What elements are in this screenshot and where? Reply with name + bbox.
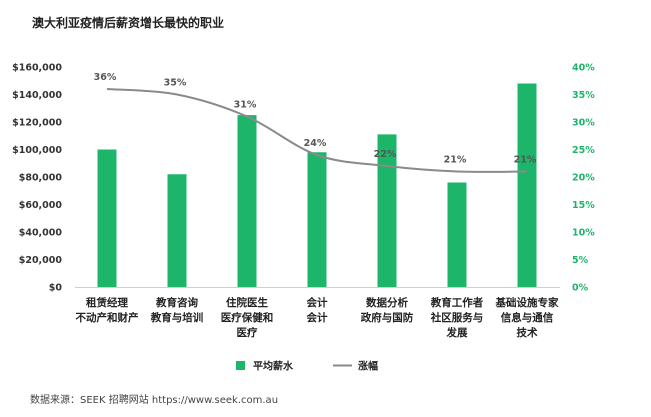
growth-data-label: 31%: [234, 100, 257, 111]
salary-bar: [167, 174, 187, 287]
category-label: 发展: [446, 326, 468, 339]
growth-line: [106, 88, 528, 173]
y-right-tick-label: 5%: [572, 255, 589, 266]
salary-bar: [97, 149, 117, 287]
y-left-tick-label: $60,000: [19, 200, 63, 211]
salary-bar: [517, 83, 537, 287]
category-label: 教育工作者: [430, 296, 484, 309]
growth-data-label: 21%: [514, 155, 537, 166]
salary-bar: [237, 115, 257, 287]
y-left-tick-label: $120,000: [12, 118, 62, 129]
growth-data-label: 35%: [164, 78, 187, 89]
y-right-tick-label: 0%: [572, 283, 589, 294]
growth-data-label: 22%: [374, 149, 397, 160]
y-left-tick-label: $160,000: [12, 63, 62, 74]
category-label: 信息与通信: [501, 311, 554, 324]
category-label: 医疗保健和: [221, 311, 274, 324]
y-left-tick-label: $80,000: [19, 173, 63, 184]
y-left-tick-label: $40,000: [19, 228, 63, 239]
y-left-tick-label: $20,000: [19, 255, 63, 266]
salary-bar: [307, 152, 327, 287]
category-label: 社区服务与: [430, 311, 484, 324]
growth-data-label: 36%: [94, 72, 117, 83]
chart-title: 澳大利亚疫情后薪资增长最快的职业: [32, 16, 225, 30]
source-note: 数据来源：SEEK 招聘网站 https://www.seek.com.au: [30, 395, 279, 406]
category-label: 政府与国防: [361, 311, 414, 324]
y-right-tick-label: 15%: [572, 200, 595, 211]
category-label: 基础设施专家: [495, 296, 559, 309]
category-label: 教育与培训: [150, 311, 204, 324]
category-label: 会计: [307, 311, 328, 324]
y-right-tick-label: 30%: [572, 118, 595, 129]
y-left-tick-label: $0: [49, 283, 63, 294]
legend-line-label: 涨幅: [358, 360, 378, 373]
category-label: 不动产和财产: [76, 311, 139, 324]
y-right-tick-label: 25%: [572, 145, 595, 156]
y-right-tick-label: 40%: [572, 63, 595, 74]
category-label: 教育咨询: [155, 296, 198, 309]
salary-bar: [447, 182, 467, 287]
y-left-tick-label: $100,000: [12, 145, 62, 156]
category-label: 医疗: [237, 326, 258, 339]
category-label: 租赁经理: [86, 296, 128, 309]
y-right-tick-label: 35%: [572, 90, 595, 101]
y-right-tick-label: 20%: [572, 173, 595, 184]
category-label: 住院医生: [226, 296, 268, 309]
category-label: 技术: [517, 326, 538, 339]
y-left-tick-label: $140,000: [12, 90, 62, 101]
growth-data-label: 21%: [444, 155, 467, 166]
legend-bar-label: 平均薪水: [253, 360, 294, 373]
category-label: 会计: [307, 296, 328, 309]
y-right-tick-label: 10%: [572, 228, 595, 239]
growth-data-label: 24%: [304, 138, 327, 149]
legend-bar-swatch: [236, 361, 245, 370]
salary-bar: [377, 134, 397, 287]
category-label: 数据分析: [365, 296, 408, 309]
